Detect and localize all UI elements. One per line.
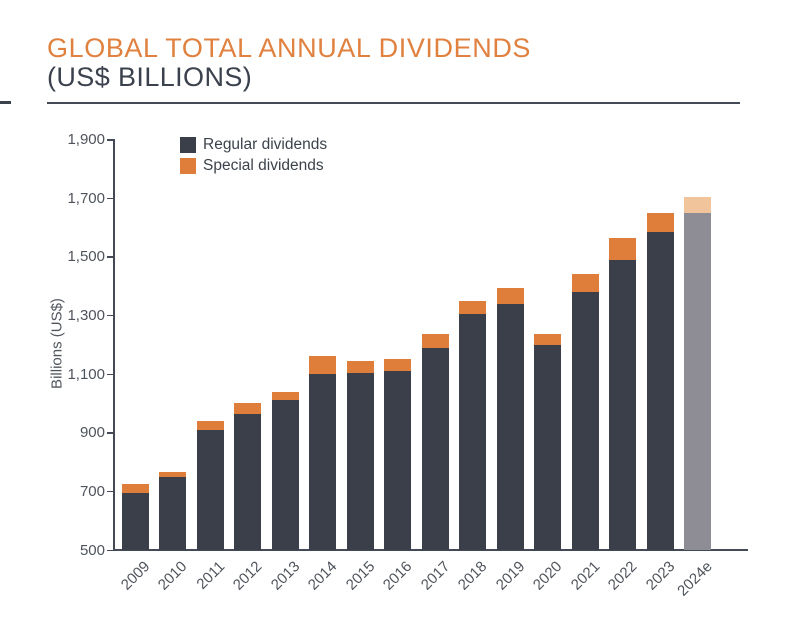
x-tick-label-2021: 2021 — [567, 558, 604, 594]
bar-regular-2016 — [384, 371, 411, 550]
x-tick-label-2024e: 2024e — [674, 558, 716, 600]
regular-dividends-swatch — [180, 137, 196, 153]
y-tick-label-900: 900 — [79, 424, 105, 442]
legend-item-regular-dividends: Regular dividends — [180, 137, 327, 153]
bar-regular-2014 — [309, 374, 336, 550]
bar-regular-2023 — [646, 231, 674, 550]
x-tick-label-2009: 2009 — [117, 558, 154, 594]
x-tick-label-2012: 2012 — [229, 558, 266, 594]
bar-special-2014 — [309, 356, 336, 375]
bar-special-2020 — [534, 334, 561, 345]
y-axis-line — [113, 139, 115, 551]
y-tick-mark-900 — [107, 432, 113, 434]
y-tick-mark-1300 — [107, 314, 113, 317]
left-margin-dash — [0, 101, 11, 104]
title-divider — [47, 102, 740, 104]
y-tick-label-1900: 1,900 — [67, 131, 105, 148]
bar-regular-2009 — [121, 492, 149, 550]
y-tick-label-1100: 1,100 — [67, 365, 105, 383]
y-tick-label-700: 700 — [79, 482, 105, 500]
bar-regular-2021 — [571, 291, 599, 550]
bar-special-2012 — [234, 403, 261, 414]
y-axis-title: Billions (US$) — [48, 298, 66, 389]
chart-legend: Regular dividends Special dividends — [180, 137, 327, 179]
x-tick-label-2016: 2016 — [379, 558, 416, 594]
bar-special-2023 — [646, 212, 674, 232]
bar-regular-2018 — [459, 313, 486, 550]
y-tick-label-1300: 1,300 — [67, 306, 105, 324]
y-tick-mark-1500 — [107, 256, 113, 258]
y-tick-label-1500: 1,500 — [67, 248, 105, 266]
y-tick-mark-700 — [107, 490, 113, 493]
bar-regular-2017 — [421, 347, 449, 550]
bar-special-2015 — [346, 360, 374, 373]
bar-regular-2012 — [234, 413, 261, 550]
bar-special-2021 — [571, 274, 599, 292]
y-tick-label-500: 500 — [79, 541, 105, 559]
x-tick-label-2020: 2020 — [529, 558, 566, 594]
special-dividends-swatch — [180, 158, 196, 174]
x-tick-label-2013: 2013 — [267, 558, 304, 594]
bar-special-2010 — [159, 472, 186, 477]
bar-special-2018 — [459, 300, 486, 314]
bar-regular-2019 — [496, 303, 524, 550]
x-tick-label-2022: 2022 — [604, 558, 641, 594]
chart-subtitle: (US$ BILLIONS) — [47, 62, 253, 92]
x-tick-label-2014: 2014 — [304, 558, 341, 594]
chart-title: GLOBAL TOTAL ANNUAL DIVIDENDS — [47, 33, 532, 63]
x-axis-line — [113, 549, 748, 551]
y-tick-mark-1100 — [107, 373, 113, 376]
bar-regular-2022 — [609, 259, 636, 550]
x-tick-label-2011: 2011 — [193, 558, 229, 593]
bar-special-2019 — [496, 287, 524, 304]
bar-special-2024e — [684, 196, 711, 213]
bar-regular-2024e — [684, 212, 711, 550]
regular-dividends-label: Regular dividends — [203, 136, 328, 153]
bar-special-2013 — [271, 391, 299, 401]
y-tick-mark-1700 — [107, 197, 113, 200]
legend-item-special-dividends: Special dividends — [180, 158, 327, 174]
bar-regular-2011 — [196, 429, 224, 550]
bar-regular-2020 — [534, 344, 561, 550]
bar-special-2017 — [421, 334, 449, 348]
x-tick-label-2023: 2023 — [642, 558, 679, 594]
special-dividends-label: Special dividends — [203, 157, 324, 174]
bar-regular-2015 — [346, 372, 374, 550]
bar-special-2011 — [196, 420, 224, 430]
bar-special-2022 — [609, 237, 636, 260]
y-tick-label-1700: 1,700 — [67, 189, 105, 207]
bar-regular-2013 — [271, 400, 299, 550]
x-tick-label-2019: 2019 — [492, 558, 529, 594]
x-tick-label-2010: 2010 — [154, 558, 191, 594]
y-tick-mark-1900 — [107, 139, 113, 141]
bar-regular-2010 — [159, 476, 186, 550]
y-tick-mark-500 — [107, 549, 113, 551]
x-tick-label-2015: 2015 — [342, 558, 379, 594]
x-tick-label-2017: 2017 — [417, 558, 454, 594]
x-tick-label-2018: 2018 — [454, 558, 491, 594]
bar-special-2009 — [121, 484, 149, 493]
bar-special-2016 — [384, 359, 411, 372]
